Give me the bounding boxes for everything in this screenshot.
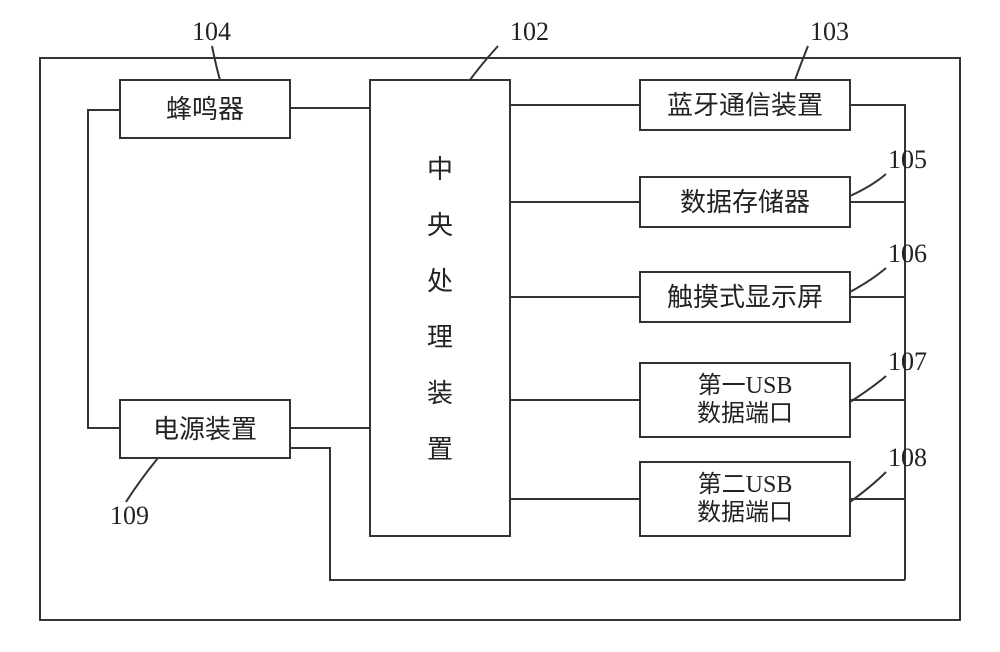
node-usb2-label1: 第二USB	[698, 471, 793, 498]
node-bluetooth: 蓝牙通信装置	[640, 80, 850, 130]
node-cpu-label: 中	[427, 155, 453, 184]
node-usb1: 第一USB数据端口	[640, 363, 850, 437]
ref-leader-106	[850, 268, 886, 292]
ref-label-108: 108	[888, 443, 927, 472]
ref-label-105: 105	[888, 145, 927, 174]
node-usb2: 第二USB数据端口	[640, 462, 850, 536]
bus-to-bluetooth	[850, 105, 905, 580]
ref-label-104: 104	[192, 17, 231, 46]
node-cpu-label: 央	[427, 211, 453, 240]
node-cpu-label: 理	[427, 323, 453, 352]
node-bluetooth-label: 蓝牙通信装置	[667, 91, 823, 120]
ref-leader-105	[850, 174, 886, 196]
node-touch-label: 触摸式显示屏	[667, 283, 823, 312]
node-buzzer-label: 蜂鸣器	[166, 95, 244, 124]
ref-label-107: 107	[888, 347, 927, 376]
block-diagram: 蜂鸣器中央处理装置蓝牙通信装置数据存储器触摸式显示屏第一USB数据端口第二USB…	[0, 0, 1000, 652]
node-usb2-label2: 数据端口	[697, 499, 793, 526]
ref-label-109: 109	[110, 501, 149, 530]
node-buzzer: 蜂鸣器	[120, 80, 290, 138]
node-cpu-label: 置	[427, 435, 453, 464]
ref-leader-109	[126, 458, 158, 502]
ref-label-106: 106	[888, 239, 927, 268]
ref-leader-107	[850, 376, 886, 402]
power-bus-out	[290, 448, 905, 580]
power-to-buzzer	[88, 110, 120, 428]
ref-leader-102	[470, 46, 498, 80]
node-usb1-label1: 第一USB	[698, 372, 793, 399]
node-storage: 数据存储器	[640, 177, 850, 227]
ref-leader-103	[795, 46, 808, 80]
ref-label-103: 103	[810, 17, 849, 46]
node-power-label: 电源装置	[153, 415, 257, 444]
node-cpu-label: 装	[427, 379, 453, 408]
ref-leader-104	[212, 46, 220, 80]
node-storage-label: 数据存储器	[680, 188, 810, 217]
node-power: 电源装置	[120, 400, 290, 458]
ref-leader-108	[850, 472, 886, 502]
node-usb1-label2: 数据端口	[697, 400, 793, 427]
node-cpu: 中央处理装置	[370, 80, 510, 536]
ref-label-102: 102	[510, 17, 549, 46]
node-touch: 触摸式显示屏	[640, 272, 850, 322]
node-cpu-label: 处	[427, 267, 453, 296]
